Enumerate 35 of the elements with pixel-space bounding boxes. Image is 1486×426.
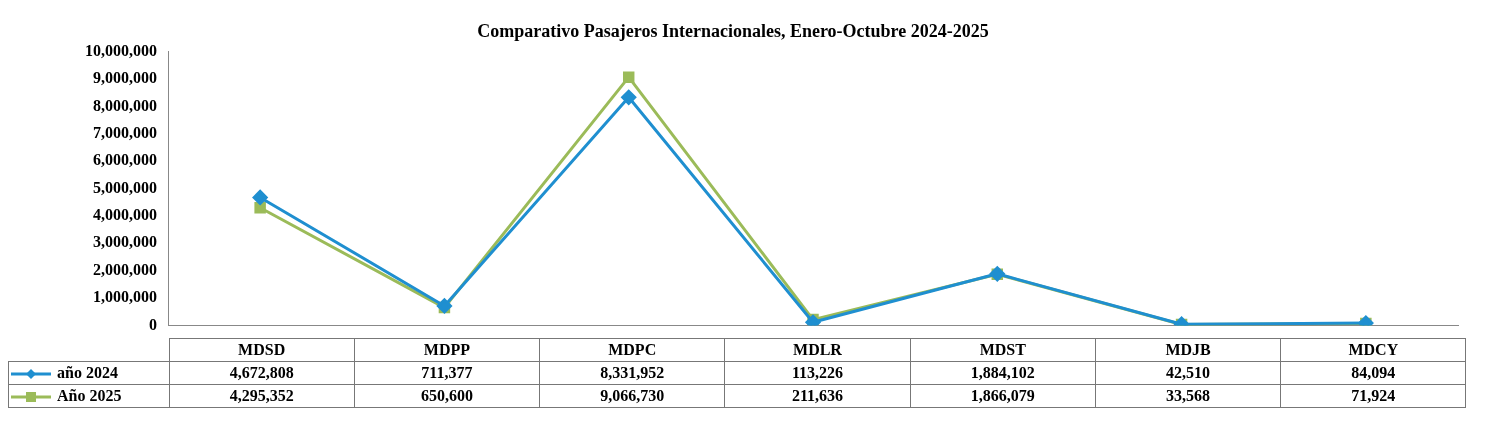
data-label: 42,510 [1095,361,1281,385]
y-tick-label: 10,000,000 [85,41,157,59]
y-tick-label: 6,000,000 [93,151,157,169]
y-tick-label: 3,000,000 [93,233,157,251]
data-label: 113,226 [724,361,911,385]
data-label: 1,866,079 [910,384,1096,408]
data-label: 4,295,352 [169,384,355,408]
y-tick-label: 4,000,000 [93,206,157,224]
data-label: 211,636 [724,384,911,408]
data-label: 711,377 [354,361,540,385]
data-label: 9,066,730 [539,384,725,408]
y-tick-label: 7,000,000 [93,123,157,141]
y-tick-label: 1,000,000 [93,288,157,306]
data-label: 33,568 [1095,384,1281,408]
x-tick-label: MDSD [169,338,355,362]
y-tick-label: 0 [149,315,157,333]
y-tick-label: 8,000,000 [93,96,157,114]
x-tick-label: MDPC [539,338,725,362]
x-tick-label: MDST [910,338,1096,362]
x-tick-label: MDPP [354,338,540,362]
data-label: 4,672,808 [169,361,355,385]
y-tick-label: 2,000,000 [93,260,157,278]
data-label: 1,884,102 [910,361,1096,385]
x-tick-label: MDJB [1095,338,1281,362]
data-label: 650,600 [354,384,540,408]
data-label: 71,924 [1280,384,1466,408]
data-label: 84,094 [1280,361,1466,385]
legend-label: Año 2025 [57,387,122,404]
y-tick-label: 9,000,000 [93,69,157,87]
chart-title: Comparativo Pasajeros Internacionales, Enero-Octubre 2024-2025 [477,21,989,42]
x-tick-label: MDCY [1280,338,1466,362]
x-tick-label: MDLR [724,338,911,362]
y-tick-label: 5,000,000 [93,178,157,196]
data-label: 8,331,952 [539,361,725,385]
legend-label: año 2024 [57,364,118,381]
